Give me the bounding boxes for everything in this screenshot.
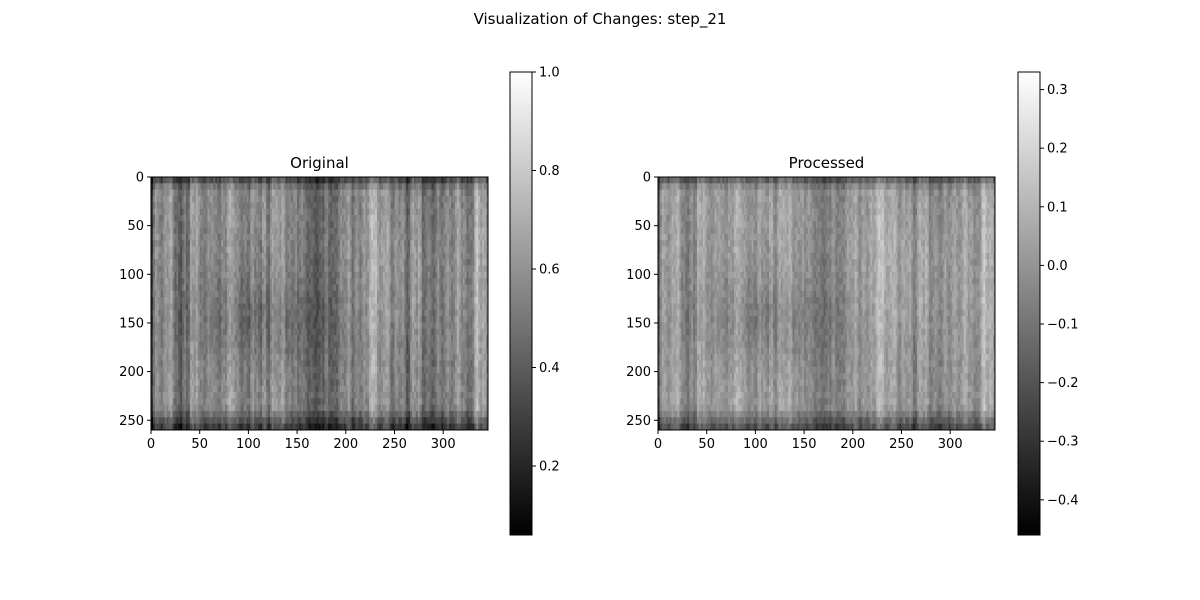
y-tick-label: 100 [119, 268, 144, 283]
colorbar-processed [1018, 72, 1040, 535]
colorbar-tick-label: 0.3 [1047, 83, 1068, 98]
colorbar-frame [509, 71, 533, 536]
x-tick-label: 250 [382, 437, 407, 452]
x-tick-label: 200 [840, 437, 865, 452]
y-tick-label: 50 [634, 219, 651, 234]
y-tick-label: 150 [119, 316, 144, 331]
x-tick-label: 150 [792, 437, 817, 452]
colorbar-tick-label: −0.3 [1047, 435, 1079, 450]
x-tick-label: 300 [431, 437, 456, 452]
y-tick-label: 250 [119, 414, 144, 429]
x-tick-label: 50 [191, 437, 208, 452]
axes-title-original: Original [290, 154, 349, 172]
y-tick-label: 50 [127, 219, 144, 234]
x-tick-label: 250 [889, 437, 914, 452]
y-tick-label: 150 [626, 316, 651, 331]
colorbar-original [510, 72, 532, 535]
x-tick-label: 100 [236, 437, 261, 452]
colorbar-tick-label: 0.2 [539, 460, 560, 475]
colorbar-tick-label: 0.0 [1047, 259, 1068, 274]
x-tick-label: 100 [743, 437, 768, 452]
y-tick-label: 0 [136, 171, 144, 186]
y-tick-label: 100 [626, 268, 651, 283]
axes-frame-processed [657, 176, 996, 431]
colorbar-tick-label: 0.2 [1047, 142, 1068, 157]
x-tick-label: 0 [147, 437, 155, 452]
colorbar-tick-label: −0.1 [1047, 318, 1079, 333]
heatmap-image-original [151, 177, 488, 430]
figure-title: Visualization of Changes: step_21 [474, 10, 727, 29]
y-tick-label: 200 [626, 365, 651, 380]
y-tick-label: 250 [626, 414, 651, 429]
panel-original: Original 0 50 100 150 200 250 300 0 50 100 150 200 25… [119, 66, 560, 536]
colorbar-tick-label: 0.6 [539, 263, 560, 278]
x-tick-label: 200 [333, 437, 358, 452]
axes-title-processed: Processed [789, 154, 865, 172]
x-tick-label: 0 [654, 437, 662, 452]
x-tick-label: 50 [698, 437, 715, 452]
x-tick-label: 300 [938, 437, 963, 452]
panel-processed: Processed 0 50 100 150 200 250 300 0 50 100 150 200 2… [626, 71, 1079, 536]
colorbar-tick-label: −0.2 [1047, 376, 1079, 391]
colorbar-frame [1017, 71, 1041, 536]
colorbar-tick-label: −0.4 [1047, 493, 1079, 508]
y-tick-label: 0 [643, 171, 651, 186]
colorbar-tick-label: 1.0 [539, 66, 560, 81]
axes-frame-original [150, 176, 489, 431]
colorbar-tick-label: 0.1 [1047, 200, 1068, 215]
y-tick-label: 200 [119, 365, 144, 380]
colorbar-tick-label: 0.4 [539, 361, 560, 376]
x-tick-label: 150 [285, 437, 310, 452]
colorbar-tick-label: 0.8 [539, 164, 560, 179]
heatmap-image-processed [658, 177, 995, 430]
